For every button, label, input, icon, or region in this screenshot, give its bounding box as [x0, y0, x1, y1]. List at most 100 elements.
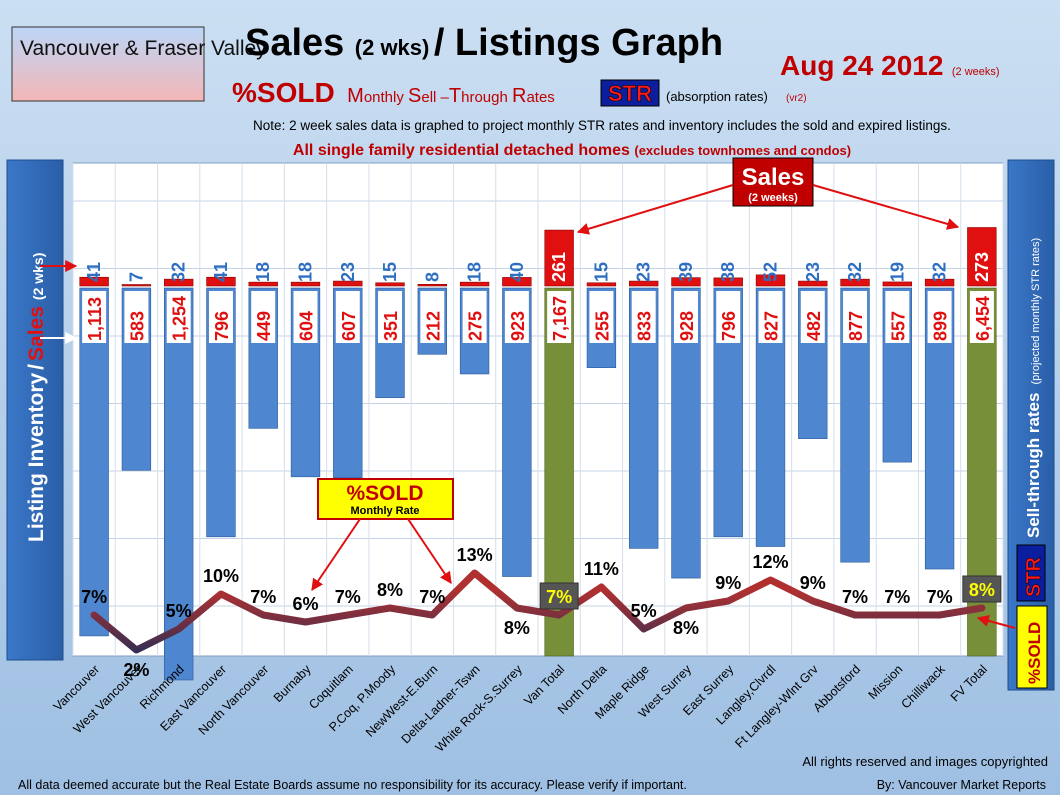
title-rest: / Listings Graph — [434, 22, 723, 64]
listing-value-label: 899 — [931, 311, 951, 341]
sales-bar — [544, 229, 574, 287]
listing-value-label: 275 — [466, 311, 486, 341]
sales-bar — [417, 283, 447, 287]
listing-label-box — [758, 291, 783, 343]
listing-value-label: 212 — [423, 311, 443, 341]
listing-label-box — [420, 291, 445, 343]
subtitle-m: M — [347, 85, 364, 107]
sales-bar — [248, 281, 278, 287]
listing-label-box — [589, 291, 614, 343]
listing-value-label: 604 — [297, 311, 317, 341]
right-sold-label: %SOLD — [1025, 622, 1044, 684]
sales-bar — [629, 280, 659, 287]
right-axis-panel — [1007, 159, 1055, 691]
subtitle-ell: ell – — [421, 89, 449, 106]
left-axis-panel — [6, 159, 64, 661]
scope-text: All single family residential detached h… — [293, 142, 851, 159]
subtitle-s: S — [408, 85, 421, 107]
listing-label-box — [293, 291, 318, 343]
sold-callout-sub: Monthly Rate — [350, 505, 419, 517]
sold-value-label: 7% — [927, 587, 953, 607]
sales-arrow-right — [812, 184, 960, 230]
x-tick-label: FV Total — [948, 662, 990, 704]
sold-value-label: 5% — [166, 601, 192, 621]
sales-value-label: 19 — [887, 262, 907, 282]
report-date: Aug 24 2012 (2 weeks) — [780, 50, 1000, 81]
sales-value-label: 38 — [718, 262, 738, 282]
subtitle: %SOLD Monthly Sell –Through Rates — [232, 77, 555, 108]
sold-value-label: 5% — [631, 601, 657, 621]
listing-label-box — [843, 291, 868, 343]
sold-value-label: 10% — [203, 566, 239, 586]
listing-label-box — [378, 291, 403, 343]
sales-value-label: 41 — [211, 262, 231, 282]
right-str-badge — [1016, 544, 1046, 602]
str-line-layer — [90, 569, 986, 654]
listing-value-label: 796 — [212, 311, 232, 341]
title-main: Sales — [245, 22, 344, 64]
listing-value-label: 482 — [804, 311, 824, 341]
listing-bar — [79, 287, 109, 637]
sales-value-label: 15 — [380, 262, 400, 282]
sold-value-label: 9% — [715, 573, 741, 593]
listing-value-label: 833 — [635, 311, 655, 341]
sales-bar — [206, 276, 236, 287]
sales-value-label: 7 — [126, 272, 146, 282]
subtitle-sold: %SOLD — [232, 77, 335, 108]
region-box — [11, 26, 205, 102]
listing-value-label: 796 — [719, 311, 739, 341]
listing-label-box — [673, 291, 698, 343]
sales-value-label: 23 — [634, 262, 654, 282]
listing-label-box — [927, 291, 952, 343]
sold-value-label: 7% — [250, 587, 276, 607]
sales-bar — [840, 278, 870, 287]
sales-callout-label: Sales — [742, 164, 805, 191]
listing-label-box — [547, 291, 572, 343]
sold-value-label: 13% — [457, 545, 493, 565]
left-axis-sub: (2 wks) — [30, 253, 46, 300]
str-badge — [600, 79, 660, 107]
sold-value-label: 2% — [123, 660, 149, 680]
sold-arrow-left — [311, 518, 361, 591]
absorption-label: (absorption rates) — [666, 89, 768, 104]
listing-label-box — [800, 291, 825, 343]
sold-value-label: 7% — [546, 587, 572, 607]
listing-value-label: 877 — [846, 311, 866, 341]
sales-value-label: 273 — [972, 252, 992, 282]
sales-value-label: 8 — [422, 272, 442, 282]
listing-label-box — [124, 291, 149, 343]
sales-callout-box — [732, 157, 814, 207]
str-line — [90, 569, 986, 654]
sold-value-label: 7% — [419, 587, 445, 607]
sold-value-label: 8% — [673, 618, 699, 638]
sales-value-label: 32 — [169, 262, 189, 282]
sales-bar — [375, 282, 405, 287]
sales-value-label: 18 — [296, 262, 316, 282]
title-sub: (2 wks) — [355, 35, 430, 60]
sales-bar — [882, 281, 912, 287]
left-axis-inventory: Listing Inventory — [25, 373, 48, 543]
sales-bar — [79, 276, 109, 287]
sales-value-label: 52 — [761, 262, 781, 282]
sales-bar — [459, 281, 490, 287]
right-axis-sub: (projected monthly STR rates) — [1030, 238, 1042, 385]
subtitle-r: R — [512, 85, 526, 107]
listing-label-box — [969, 291, 994, 343]
sales-value-label: 15 — [591, 262, 611, 282]
listing-value-label: 1,113 — [85, 297, 105, 341]
sold-arrow-axis — [976, 615, 1016, 629]
sales-value-label: 39 — [676, 262, 696, 282]
listing-value-label: 1,254 — [170, 296, 190, 341]
right-str-label: STR — [1023, 556, 1045, 597]
sales-value-label: 40 — [507, 262, 527, 282]
sales-value-label: 32 — [845, 262, 865, 282]
sales-value-label: 41 — [84, 262, 104, 282]
footer-by: By: Vancouver Market Reports — [877, 778, 1046, 792]
sold-arrow-right — [407, 518, 452, 584]
page-title: Sales (2 wks) / Listings Graph — [245, 22, 723, 64]
x-tick-label: Mission — [866, 662, 906, 702]
sold-label-box — [962, 575, 1002, 603]
sold-value-label: 12% — [752, 552, 788, 572]
sold-callout-label: %SOLD — [346, 482, 423, 505]
